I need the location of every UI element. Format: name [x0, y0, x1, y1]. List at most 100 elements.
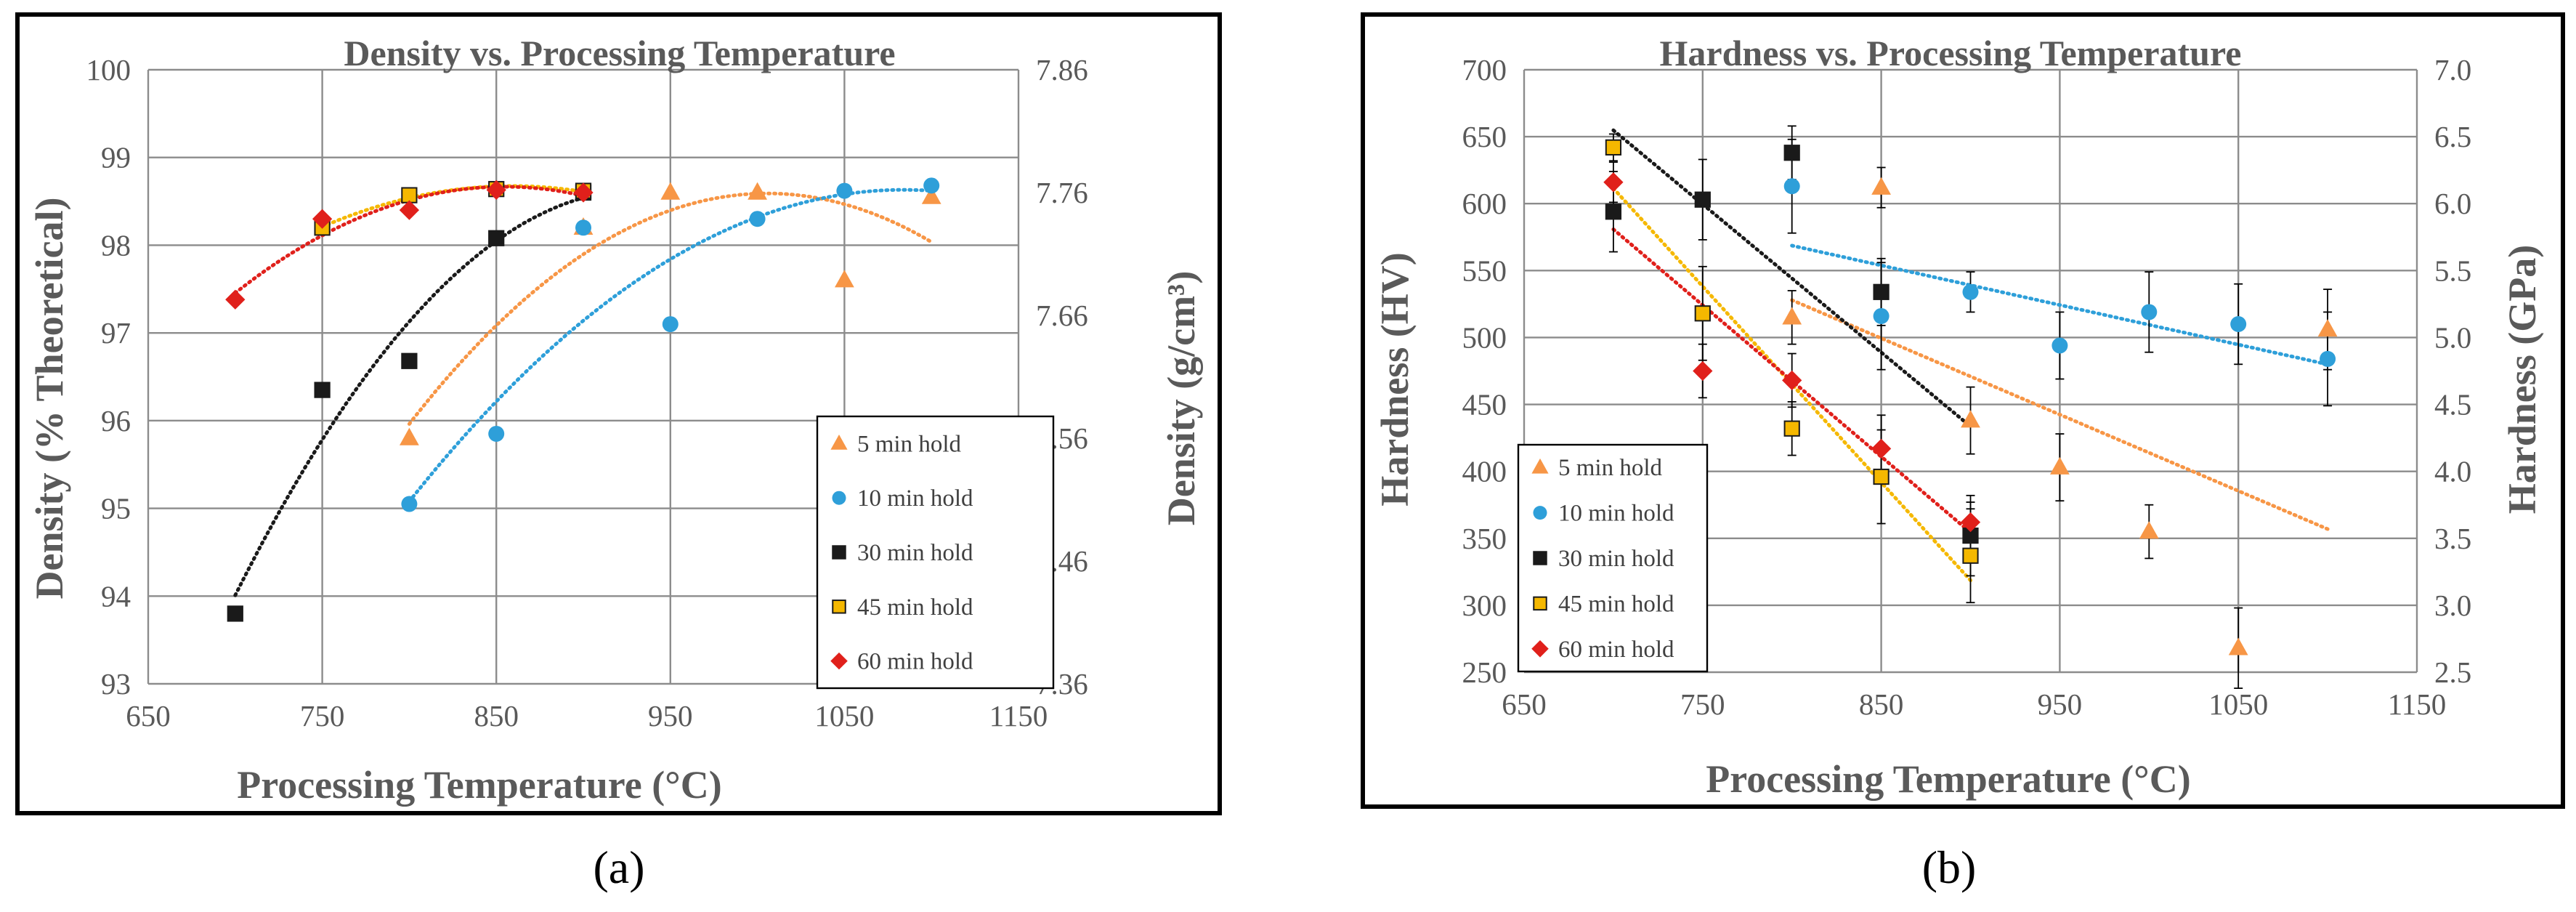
45-min-hold-point: [1962, 547, 1979, 564]
45-min-hold-point: [1783, 420, 1800, 437]
10-min-hold-legend-label: 10 min hold: [857, 485, 973, 512]
10-min-hold-point: [401, 496, 418, 512]
hardness-y2-axis-title: Hardness (GPa): [2500, 245, 2544, 514]
5-min-hold-legend-label: 5 min hold: [857, 431, 962, 457]
y-tick-label: 96: [101, 404, 131, 437]
y-tick-label: 450: [1462, 388, 1507, 421]
5-min-hold-point: [748, 182, 767, 200]
y-tick-label: 250: [1462, 655, 1507, 689]
y2-tick-label: 5.5: [2434, 254, 2471, 287]
5-min-hold-point: [2050, 456, 2070, 475]
10-min-hold-legend-marker: [832, 491, 846, 505]
10-min-hold-point: [488, 425, 505, 442]
5-min-hold-point: [1782, 307, 1802, 325]
y2-tick-label: 6.0: [2434, 187, 2471, 220]
hardness-chart-frame: [1361, 12, 2565, 809]
45-min-hold-legend-label: 45 min hold: [857, 594, 973, 621]
y-tick-label: 95: [101, 492, 131, 525]
30-min-hold-legend-label: 30 min hold: [857, 540, 973, 566]
10-min-hold-point: [2320, 350, 2336, 367]
5-min-hold-point: [2317, 319, 2338, 337]
10-min-hold-point: [662, 316, 679, 333]
y-tick-label: 500: [1462, 320, 1507, 354]
10-min-hold-point: [749, 211, 766, 227]
density-y2-axis-title: Density (g/cm³): [1159, 271, 1203, 526]
5-min-hold-point: [1871, 177, 1891, 195]
y-tick-label: 650: [1462, 120, 1507, 153]
y-tick-label: 97: [101, 316, 131, 350]
60-min-hold-point: [486, 179, 506, 201]
x-tick-label: 650: [126, 699, 171, 733]
30-min-hold-trendline: [1611, 128, 1972, 429]
60-min-hold-legend-marker: [1531, 640, 1549, 658]
45-min-hold-trendline: [1611, 186, 1972, 583]
y2-tick-label: 5.0: [2434, 320, 2471, 354]
5-min-hold-trendline: [407, 191, 933, 426]
30-min-hold-point: [1605, 203, 1622, 220]
30-min-hold-trendline: [233, 195, 586, 597]
5-min-hold-legend-label: 5 min hold: [1558, 455, 1663, 481]
30-min-hold-point: [227, 605, 243, 622]
y-tick-label: 94: [101, 579, 131, 613]
y2-tick-label: 4.5: [2434, 388, 2471, 421]
30-min-hold-point: [1694, 191, 1711, 208]
x-tick-label: 1150: [2388, 687, 2446, 721]
5-min-hold-point: [1961, 410, 1980, 428]
y-tick-label: 700: [1462, 53, 1507, 86]
60-min-hold-point: [1960, 512, 1981, 533]
y2-tick-label: 3.5: [2434, 522, 2471, 555]
60-min-hold-point: [225, 289, 246, 310]
hardness-x-axis-title: Processing Temperature (°C): [1706, 757, 2191, 801]
y2-tick-label: 2.5: [2434, 655, 2471, 689]
30-min-hold-point: [401, 352, 418, 369]
30-min-hold-legend-marker: [832, 545, 846, 560]
60-min-hold-legend-marker: [830, 652, 848, 670]
y2-tick-label: 4.0: [2434, 455, 2471, 488]
10-min-hold-legend-label: 10 min hold: [1558, 501, 1674, 527]
y-tick-label: 99: [101, 141, 131, 174]
10-min-hold-point: [1783, 178, 1800, 195]
10-min-hold-legend-marker: [1533, 506, 1547, 520]
60-min-hold-point: [1782, 370, 1802, 391]
45-min-hold-point: [1873, 468, 1890, 485]
density-x-axis-title: Processing Temperature (°C): [237, 763, 722, 807]
y-tick-label: 350: [1462, 522, 1507, 555]
45-min-hold-point: [1694, 305, 1711, 322]
density-chart-title: Density vs. Processing Temperature: [344, 33, 895, 73]
x-tick-label: 850: [474, 699, 519, 733]
x-tick-label: 950: [648, 699, 693, 733]
x-tick-label: 750: [300, 699, 345, 733]
5-min-hold-point: [2228, 637, 2248, 655]
x-tick-label: 950: [2038, 687, 2083, 721]
10-min-hold-point: [2141, 304, 2158, 320]
x-tick-label: 1150: [989, 699, 1048, 733]
5-min-hold-point: [660, 182, 681, 200]
hardness-chart-title: Hardness vs. Processing Temperature: [1660, 33, 2242, 73]
y-tick-label: 300: [1462, 589, 1507, 622]
30-min-hold-point: [314, 382, 331, 398]
panel-b-caption: (b): [1922, 842, 1977, 893]
x-tick-label: 1050: [814, 699, 874, 733]
hardness-legend: [1517, 443, 1709, 673]
y2-tick-label: 7.66: [1036, 299, 1088, 332]
5-min-hold-point: [835, 270, 854, 288]
y-tick-label: 93: [101, 667, 131, 701]
60-min-hold-point: [1871, 438, 1892, 459]
45-min-hold-legend-marker: [832, 600, 846, 614]
y-tick-label: 100: [86, 53, 131, 86]
60-min-hold-point: [1693, 360, 1713, 382]
5-min-hold-legend-marker: [1531, 458, 1549, 474]
x-tick-label: 750: [1680, 687, 1725, 721]
60-min-hold-point: [399, 200, 420, 220]
5-min-hold-legend-marker: [830, 435, 848, 450]
y-tick-label: 550: [1462, 254, 1507, 287]
10-min-hold-point: [2230, 316, 2247, 333]
y-tick-label: 600: [1462, 187, 1507, 220]
30-min-hold-legend-label: 30 min hold: [1558, 546, 1674, 572]
x-tick-label: 650: [1502, 687, 1547, 721]
10-min-hold-point: [1962, 283, 1979, 300]
5-min-hold-point: [400, 427, 419, 445]
45-min-hold-legend-label: 45 min hold: [1558, 591, 1674, 617]
60-min-hold-point: [573, 182, 594, 203]
